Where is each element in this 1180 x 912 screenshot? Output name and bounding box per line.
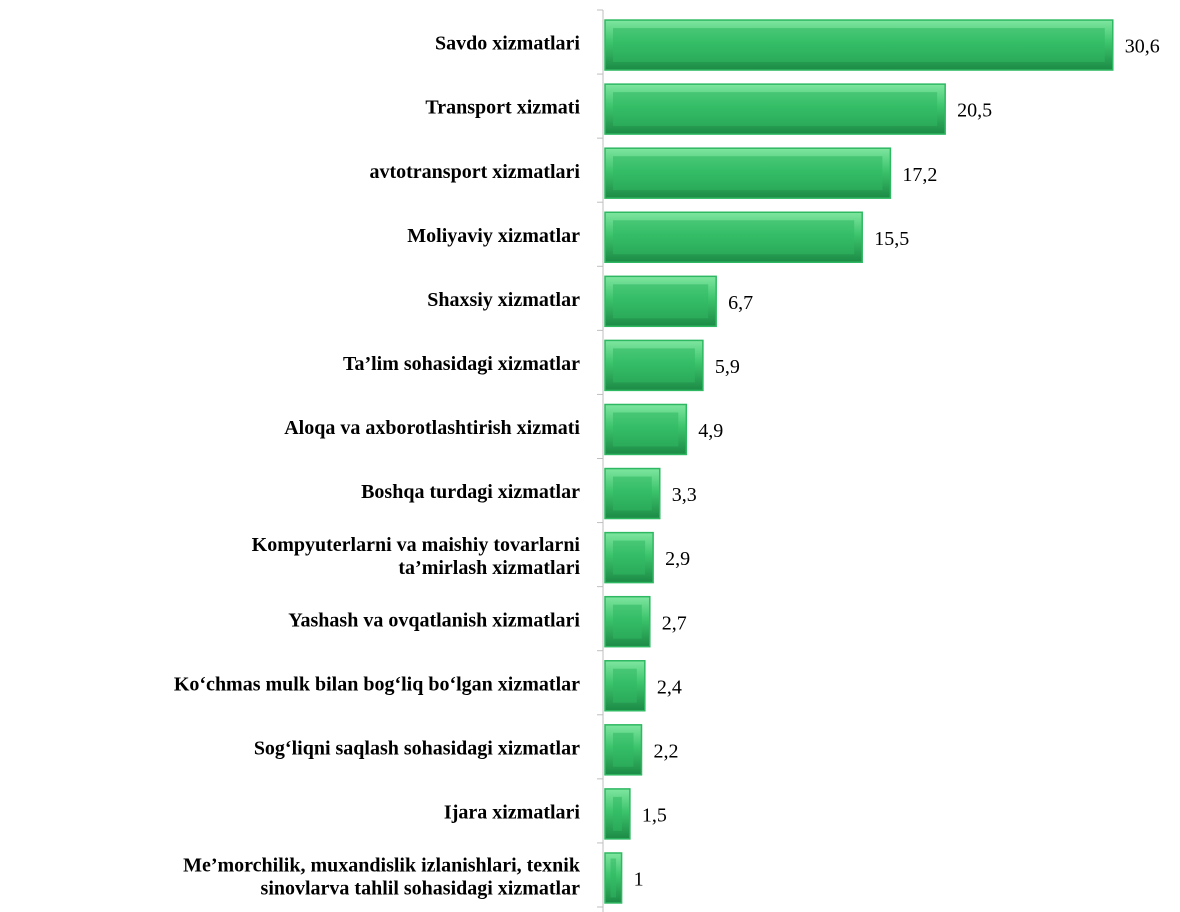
value-label: 6,7 — [728, 292, 753, 314]
category-label: Shaxsiy xizmatlar — [427, 289, 580, 311]
category-label: Yashash va ovqatlanish xizmatlari — [288, 609, 580, 631]
value-label: 2,9 — [665, 548, 690, 570]
value-label: 2,4 — [657, 676, 682, 698]
bar-bevel — [613, 732, 634, 767]
value-label: 1,5 — [642, 804, 667, 826]
category-label: Ko‘chmas mulk bilan bog‘liq bo‘lgan xizm… — [174, 673, 580, 695]
value-label: 2,7 — [662, 612, 687, 634]
bar-bevel — [613, 28, 1105, 63]
value-label: 30,6 — [1125, 36, 1160, 58]
value-label: 3,3 — [672, 484, 697, 506]
value-label: 5,9 — [715, 356, 740, 378]
bar-bevel — [613, 796, 622, 831]
category-label: avtotransport xizmatlari — [369, 161, 580, 183]
category-label: Ijara xizmatlari — [444, 801, 581, 823]
category-label: Sog‘liqni saqlash sohasidagi xizmatlar — [254, 737, 580, 759]
category-label: Savdo xizmatlari — [435, 33, 580, 55]
bar-bevel — [610, 858, 617, 898]
bar-bevel — [613, 412, 679, 447]
category-label: Transport xizmati — [425, 97, 580, 119]
value-label: 15,5 — [874, 228, 909, 250]
bar-bevel — [613, 348, 695, 383]
category-label: Me’morchilik, muxandislik izlanishlari, … — [183, 854, 581, 899]
bar-bevel — [613, 284, 709, 319]
bar-bevel — [613, 476, 652, 511]
bar-bevel — [613, 220, 855, 255]
category-label: Ta’lim sohasidagi xizmatlar — [343, 353, 580, 375]
value-label: 17,2 — [902, 164, 937, 186]
category-label: Kompyuterlarni va maishiy tovarlarni ta’m… — [252, 534, 581, 579]
bar-bevel — [613, 540, 646, 575]
category-label: Boshqa turdagi xizmatlar — [361, 481, 580, 503]
category-label: Aloqa va axborotlashtirish xizmati — [284, 417, 580, 439]
bar-bevel — [613, 668, 637, 703]
value-label: 2,2 — [654, 740, 679, 762]
category-label: Moliyaviy xizmatlar — [407, 225, 580, 247]
bar-bevel — [613, 92, 938, 127]
bar-bevel — [613, 604, 642, 639]
bar-bevel — [613, 156, 883, 191]
value-label: 1 — [634, 869, 644, 891]
value-label: 20,5 — [957, 100, 992, 122]
value-label: 4,9 — [698, 420, 723, 442]
